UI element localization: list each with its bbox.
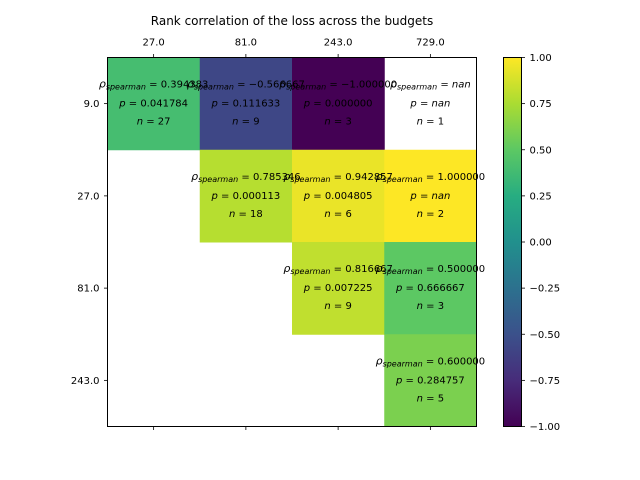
cell-p-label: p = 0.666667 [395, 283, 465, 294]
cell-p-label: p = nan [409, 191, 450, 202]
x-tick-label: 243.0 [324, 38, 353, 49]
cell-n-label: n = 9 [232, 117, 259, 128]
x-tick-label: 729.0 [416, 38, 445, 49]
heatmap-cell [199, 57, 293, 151]
heatmap-cell [384, 334, 477, 427]
heatmap-cell [199, 149, 293, 243]
cell-rho-label: ρspearman = −0.566667 [187, 78, 305, 92]
cell-n-label: n = 2 [417, 209, 444, 220]
heatmap-cell [384, 149, 477, 243]
cell-rho-label: ρspearman = 0.942857 [283, 170, 393, 184]
cell-rho-label: ρspearman = 0.785346 [191, 170, 301, 184]
cell-annotations: ρspearman = 0.394383 p = 0.041784 n = 27 ρs… [99, 78, 485, 405]
colorbar-tick-label: 0.00 [530, 238, 552, 249]
cell-rho-label: ρspearman = 0.600000 [376, 354, 486, 368]
cell-n-label: n = 9 [324, 301, 351, 312]
cell-n-label: n = 1 [417, 117, 444, 128]
colorbar-tick-label: −0.75 [530, 376, 561, 387]
heatmap-cell [107, 57, 201, 151]
y-tick-label: 243.0 [71, 376, 100, 387]
x-tick-label: 27.0 [142, 38, 164, 49]
colorbar-tick-label: −1.00 [530, 422, 561, 433]
cell-rho-label: ρspearman = 0.394383 [99, 78, 209, 92]
cell-rho-label: ρspearman = 0.500000 [376, 262, 486, 276]
heatmap-cell [292, 149, 385, 243]
colorbar-tick-label: 0.75 [530, 99, 552, 110]
heatmap-cell [384, 242, 477, 335]
cell-p-label: p = 0.284757 [395, 375, 465, 386]
cell-n-label: n = 3 [324, 117, 351, 128]
cell-p-label: p = 0.111633 [210, 99, 280, 110]
cell-n-label: n = 6 [324, 209, 351, 220]
cell-rho-label: ρspearman = nan [390, 78, 471, 92]
heatmap-cell [292, 57, 385, 151]
cell-rho-label: ρspearman = −1.000000 [279, 78, 397, 92]
cell-p-label: p = 0.000113 [210, 191, 280, 202]
y-tick-label: 9.0 [84, 99, 100, 110]
cell-n-label: n = 27 [137, 117, 171, 128]
colorbar-ticks: 1.00 0.75 0.50 0.25 0.00 −0.25 −0.50 −0.75 −1.00 [521, 53, 561, 433]
y-tick-label: 27.0 [77, 191, 99, 202]
chart-title: Rank correlation of the loss across the … [151, 14, 433, 28]
heatmap-cell [292, 242, 385, 335]
cell-p-label: p = 0.007225 [303, 283, 373, 294]
cell-n-label: n = 5 [417, 393, 444, 404]
colorbar: 1.00 0.75 0.50 0.25 0.00 −0.25 −0.50 −0.75 −1.00 [503, 53, 561, 433]
colorbar-tick-label: 0.50 [530, 145, 552, 156]
cell-n-label: n = 18 [229, 209, 263, 220]
plot-frame [107, 57, 477, 427]
x-tick-label: 81.0 [235, 38, 257, 49]
cell-p-label: p = 0.004805 [303, 191, 373, 202]
colorbar-tick-label: 0.25 [530, 191, 552, 202]
colorbar-gradient [503, 57, 522, 427]
cell-rho-label: ρspearman = 0.816667 [283, 262, 393, 276]
colorbar-tick-label: 1.00 [530, 53, 552, 64]
cell-n-label: n = 3 [417, 301, 444, 312]
cell-p-label: p = nan [409, 99, 450, 110]
y-tick-label: 81.0 [77, 284, 99, 295]
colorbar-tick-label: −0.50 [530, 330, 561, 341]
cell-p-label: p = 0.041784 [118, 99, 188, 110]
axis-ticks: 27.0 81.0 243.0 729.0 9.0 27.0 81.0 243.0 [71, 38, 445, 430]
colorbar-tick-label: −0.25 [530, 284, 561, 295]
cell-rho-label: ρspearman = 1.000000 [376, 170, 486, 184]
cell-p-label: p = 0.000000 [303, 99, 373, 110]
heatmap-cells [107, 57, 477, 427]
